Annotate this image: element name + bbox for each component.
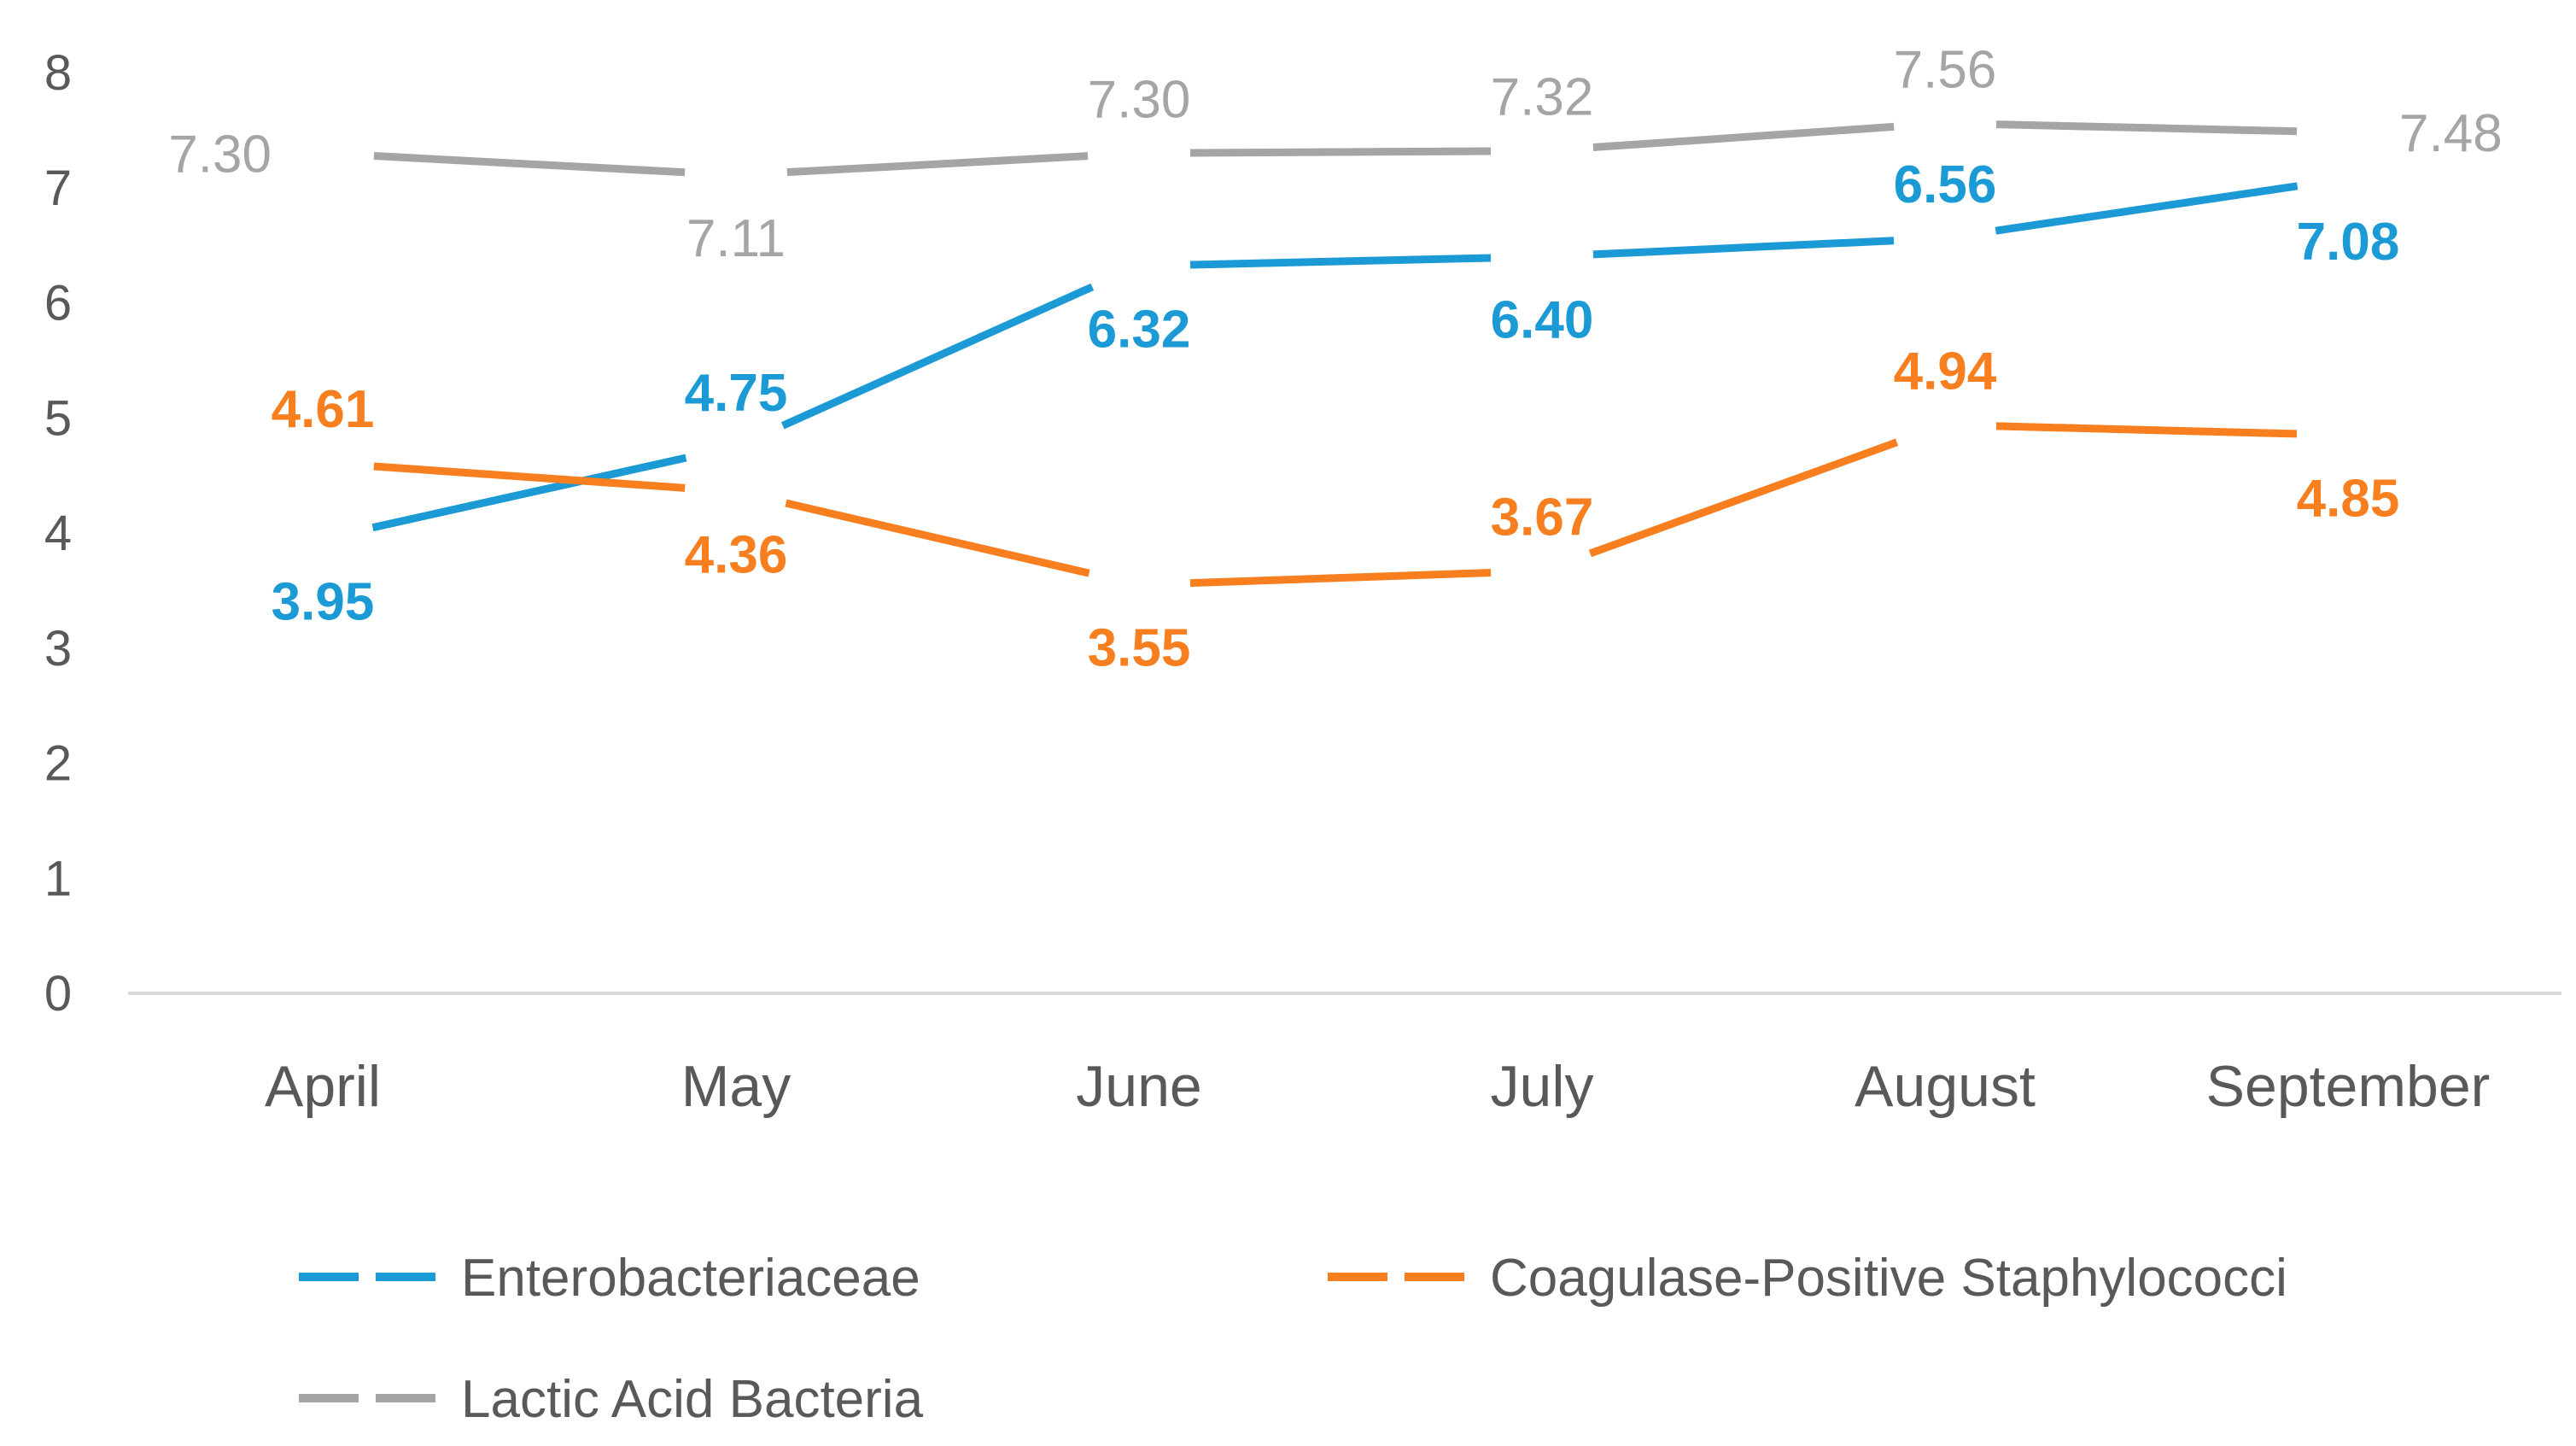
data-label: 4.61	[272, 380, 375, 439]
x-tick-label: August	[1855, 1054, 2036, 1119]
x-tick-label: September	[2206, 1054, 2491, 1119]
data-label: 7.11	[686, 209, 786, 268]
data-label: 7.30	[168, 125, 272, 184]
series-segment-0-3	[1592, 237, 1895, 259]
data-labels: 3.95 4.75 6.32 6.40 6.56 7.08 4.61 4.36 3.55 3.67…	[168, 40, 2502, 677]
series-segment-1-1	[785, 499, 1090, 577]
series-segment-2-0	[373, 152, 686, 177]
data-label: 7.56	[1894, 40, 1997, 99]
series-segment-0-0	[371, 454, 687, 532]
y-tick-label: 2	[44, 736, 72, 792]
series-segment-2-2	[1189, 147, 1492, 157]
series-segment-0-2	[1189, 254, 1492, 269]
x-tick-label: June	[1076, 1054, 1201, 1119]
legend-label: Coagulase-Positive Staphylococci	[1490, 1249, 2287, 1308]
series-segment-1-4	[1995, 422, 2298, 438]
data-label: 3.67	[1491, 488, 1594, 547]
data-label: 7.08	[2297, 213, 2400, 272]
data-label: 3.95	[272, 573, 375, 632]
y-tick-label: 7	[44, 161, 72, 216]
y-axis-ticks: 0 1 2 3 4 5 6 7 8	[44, 45, 72, 1022]
series-segment-0-1	[780, 283, 1095, 430]
y-tick-label: 1	[44, 851, 72, 906]
data-label: 7.32	[1491, 68, 1594, 127]
y-tick-label: 5	[44, 390, 72, 446]
y-tick-label: 6	[44, 276, 72, 331]
data-label: 4.85	[2297, 469, 2400, 528]
x-axis-ticks: April May June July August September	[265, 1054, 2490, 1119]
series-segment-2-4	[1995, 120, 2298, 136]
legend-label: Lactic Acid Bacteria	[461, 1370, 924, 1429]
series-segment-2-3	[1592, 122, 1895, 152]
legend-label: Enterobacteriaceae	[461, 1249, 920, 1308]
data-label: 4.75	[685, 364, 788, 423]
y-tick-label: 0	[44, 966, 72, 1022]
x-tick-label: May	[681, 1054, 791, 1119]
data-label: 6.40	[1491, 291, 1594, 350]
data-label: 4.94	[1894, 342, 1997, 401]
x-tick-label: April	[265, 1054, 381, 1119]
y-tick-label: 3	[44, 621, 72, 676]
legend: Enterobacteriaceae Coagulase-Positive Sta…	[299, 1249, 2287, 1429]
data-label: 3.55	[1088, 619, 1191, 678]
series-segment-1-3	[1588, 438, 1899, 558]
data-label: 6.32	[1088, 300, 1191, 359]
series-segment-1-0	[373, 462, 686, 492]
y-tick-label: 8	[44, 45, 72, 101]
x-tick-label: July	[1491, 1054, 1594, 1119]
data-label: 4.36	[685, 525, 788, 584]
data-label: 7.30	[1088, 70, 1191, 129]
series-segment-1-2	[1189, 569, 1492, 588]
y-tick-label: 4	[44, 506, 72, 561]
data-label: 7.48	[2399, 104, 2503, 163]
data-label: 6.56	[1894, 155, 1997, 214]
series-lines	[371, 120, 2299, 588]
series-segment-0-4	[1995, 182, 2299, 235]
series-segment-2-1	[786, 152, 1089, 177]
